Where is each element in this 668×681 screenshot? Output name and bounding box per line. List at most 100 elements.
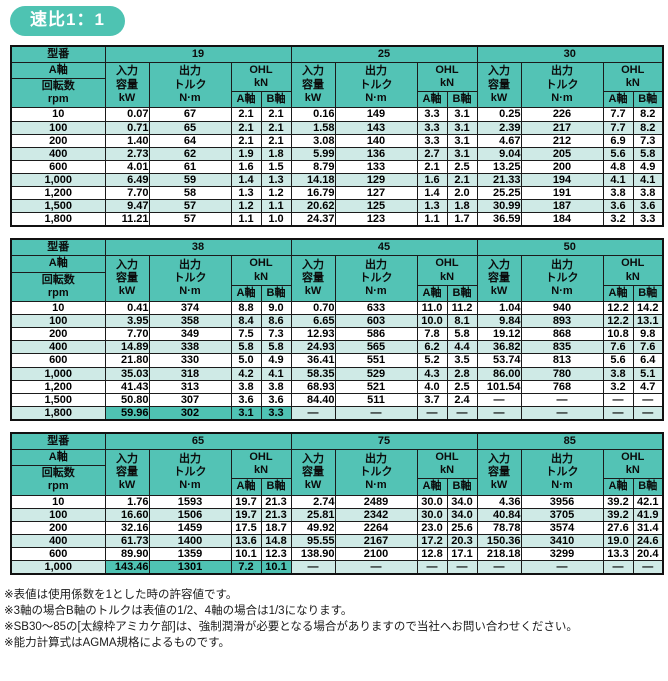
- rpm-cell: 1,800: [10, 212, 106, 227]
- ohl-b-axis-header: B軸: [632, 284, 664, 303]
- table-row: 1,000 35.03 318 4.2 4.1 58.35 529 4.3 2.8 86.00 78…: [10, 366, 664, 381]
- table-row: 200 32.16 1459 17.5 18.7 49.92 2264 23.0 25.6 78.…: [10, 520, 664, 535]
- rpm-cell: 10: [10, 301, 106, 316]
- torque-cell: 127: [334, 185, 418, 201]
- torque-cell: 1301: [148, 560, 232, 575]
- ohl-a-cell: 1.1: [230, 212, 262, 227]
- header-row-model: 型番 65 75 85: [10, 432, 664, 451]
- ohl-b-cell: —: [632, 392, 664, 407]
- ohl-a-cell: 4.8: [602, 159, 634, 174]
- footnote: ※表値は使用係数を1とした時の許容値です。: [4, 589, 238, 602]
- kw-cell: 101.54: [476, 379, 522, 394]
- torque-cell: 358: [148, 314, 232, 329]
- ohl-b-cell: 1.1: [260, 199, 292, 214]
- ohl-b-cell: 1.8: [446, 199, 478, 214]
- ohl-b-cell: 4.9: [260, 353, 292, 368]
- torque-cell: 633: [334, 301, 418, 316]
- kw-cell: 13.25: [476, 159, 522, 174]
- kw-cell: 2.74: [290, 494, 336, 509]
- rpm-cell: 1,200: [10, 185, 106, 201]
- ohl-b-cell: 2.1: [260, 107, 292, 122]
- ohl-b-cell: 3.6: [632, 199, 664, 214]
- rpm-cell: 100: [10, 314, 106, 329]
- kw-cell: 1.40: [104, 133, 150, 148]
- output-torque-header: 出力 トルク N·m: [334, 61, 418, 109]
- ohl-b-cell: 7.6: [632, 340, 664, 355]
- ohl-a-axis-header: A軸: [230, 284, 262, 303]
- ohl-header: OHL kN: [602, 449, 664, 480]
- ohl-a-cell: 7.6: [602, 340, 634, 355]
- table-row: 200 1.40 64 2.1 2.1 3.08 140 3.3 3.1 4.67 212 6.9 7.…: [10, 133, 664, 148]
- table-row: 400 14.89 338 5.8 5.8 24.93 565 6.2 4.4 36.82 835 7…: [10, 340, 664, 355]
- ohl-a-axis-header: A軸: [602, 478, 634, 496]
- ohl-b-cell: 3.8: [632, 185, 664, 201]
- kw-cell: 0.07: [104, 107, 150, 122]
- ohl-b-cell: 21.3: [260, 507, 292, 522]
- ohl-b-cell: 8.2: [632, 120, 664, 135]
- ohl-b-cell: 3.1: [446, 107, 478, 122]
- header-row-model: 型番 19 25 30: [10, 45, 664, 63]
- kw-cell: 95.55: [290, 533, 336, 549]
- ohl-b-cell: 2.1: [260, 120, 292, 135]
- kw-cell: 84.40: [290, 392, 336, 407]
- ohl-a-cell: 8.8: [230, 301, 262, 316]
- kw-cell: 11.21: [104, 212, 150, 227]
- kw-cell: —: [290, 560, 336, 575]
- ohl-a-cell: 7.2: [230, 560, 262, 575]
- torque-cell: 140: [334, 133, 418, 148]
- torque-cell: 123: [334, 212, 418, 227]
- table-row: 600 4.01 61 1.6 1.5 8.79 133 2.1 2.5 13.25 200 4.8 4…: [10, 159, 664, 174]
- model-number: 65: [104, 432, 292, 451]
- ohl-a-cell: 12.2: [602, 301, 634, 316]
- ohl-b-cell: 1.5: [260, 159, 292, 174]
- ohl-header: OHL kN: [416, 61, 478, 93]
- output-torque-header: 出力 トルク N·m: [520, 61, 604, 109]
- ohl-b-cell: 8.1: [446, 314, 478, 329]
- table-row: 100 3.95 358 8.4 8.6 6.65 603 10.0 8.1 9.84 893 12.…: [10, 314, 664, 329]
- table-row: 10 0.41 374 8.8 9.0 0.70 633 11.0 11.2 1.04 940 12.…: [10, 301, 664, 316]
- torque-cell: 3574: [520, 520, 604, 535]
- ohl-a-cell: 39.2: [602, 494, 634, 509]
- ohl-b-axis-header: B軸: [260, 284, 292, 303]
- kw-cell: 4.36: [476, 494, 522, 509]
- ohl-a-axis-header: A軸: [602, 284, 634, 303]
- torque-cell: 893: [520, 314, 604, 329]
- a-axis-row-header: A軸: [10, 255, 106, 273]
- kw-cell: 6.65: [290, 314, 336, 329]
- ohl-a-cell: 12.8: [416, 546, 448, 562]
- torque-cell: 2342: [334, 507, 418, 522]
- kw-cell: 53.74: [476, 353, 522, 368]
- kw-cell: 24.37: [290, 212, 336, 227]
- torque-cell: 330: [148, 353, 232, 368]
- ohl-b-cell: 34.0: [446, 494, 478, 509]
- ohl-a-cell: —: [416, 405, 448, 421]
- torque-cell: 2489: [334, 494, 418, 509]
- torque-cell: 129: [334, 172, 418, 188]
- ohl-a-axis-header: A軸: [416, 91, 448, 109]
- ohl-a-cell: 8.4: [230, 314, 262, 329]
- ohl-b-cell: 10.1: [260, 560, 292, 575]
- rpm-cell: 1,200: [10, 379, 106, 394]
- ohl-a-cell: 17.2: [416, 533, 448, 549]
- kw-cell: —: [476, 392, 522, 407]
- torque-cell: 133: [334, 159, 418, 174]
- ohl-b-cell: 5.8: [446, 327, 478, 342]
- a-axis-row-header: A軸: [10, 61, 106, 80]
- rpm-cell: 1,500: [10, 199, 106, 214]
- ohl-a-cell: 2.1: [230, 133, 262, 148]
- torque-cell: 2167: [334, 533, 418, 549]
- ohl-a-cell: 1.2: [230, 199, 262, 214]
- ohl-a-axis-header: A軸: [230, 478, 262, 496]
- torque-cell: 200: [520, 159, 604, 174]
- ohl-header: OHL kN: [416, 449, 478, 480]
- torque-cell: 521: [334, 379, 418, 394]
- ohl-b-cell: 2.8: [446, 366, 478, 381]
- rpm-cell: 10: [10, 107, 106, 122]
- kw-cell: —: [476, 405, 522, 421]
- ohl-a-cell: —: [602, 392, 634, 407]
- model-number: 19: [104, 45, 292, 63]
- rpm-cell: 400: [10, 533, 106, 549]
- kw-cell: 0.71: [104, 120, 150, 135]
- header-row-model: 型番 38 45 50: [10, 238, 664, 257]
- ohl-a-cell: 19.0: [602, 533, 634, 549]
